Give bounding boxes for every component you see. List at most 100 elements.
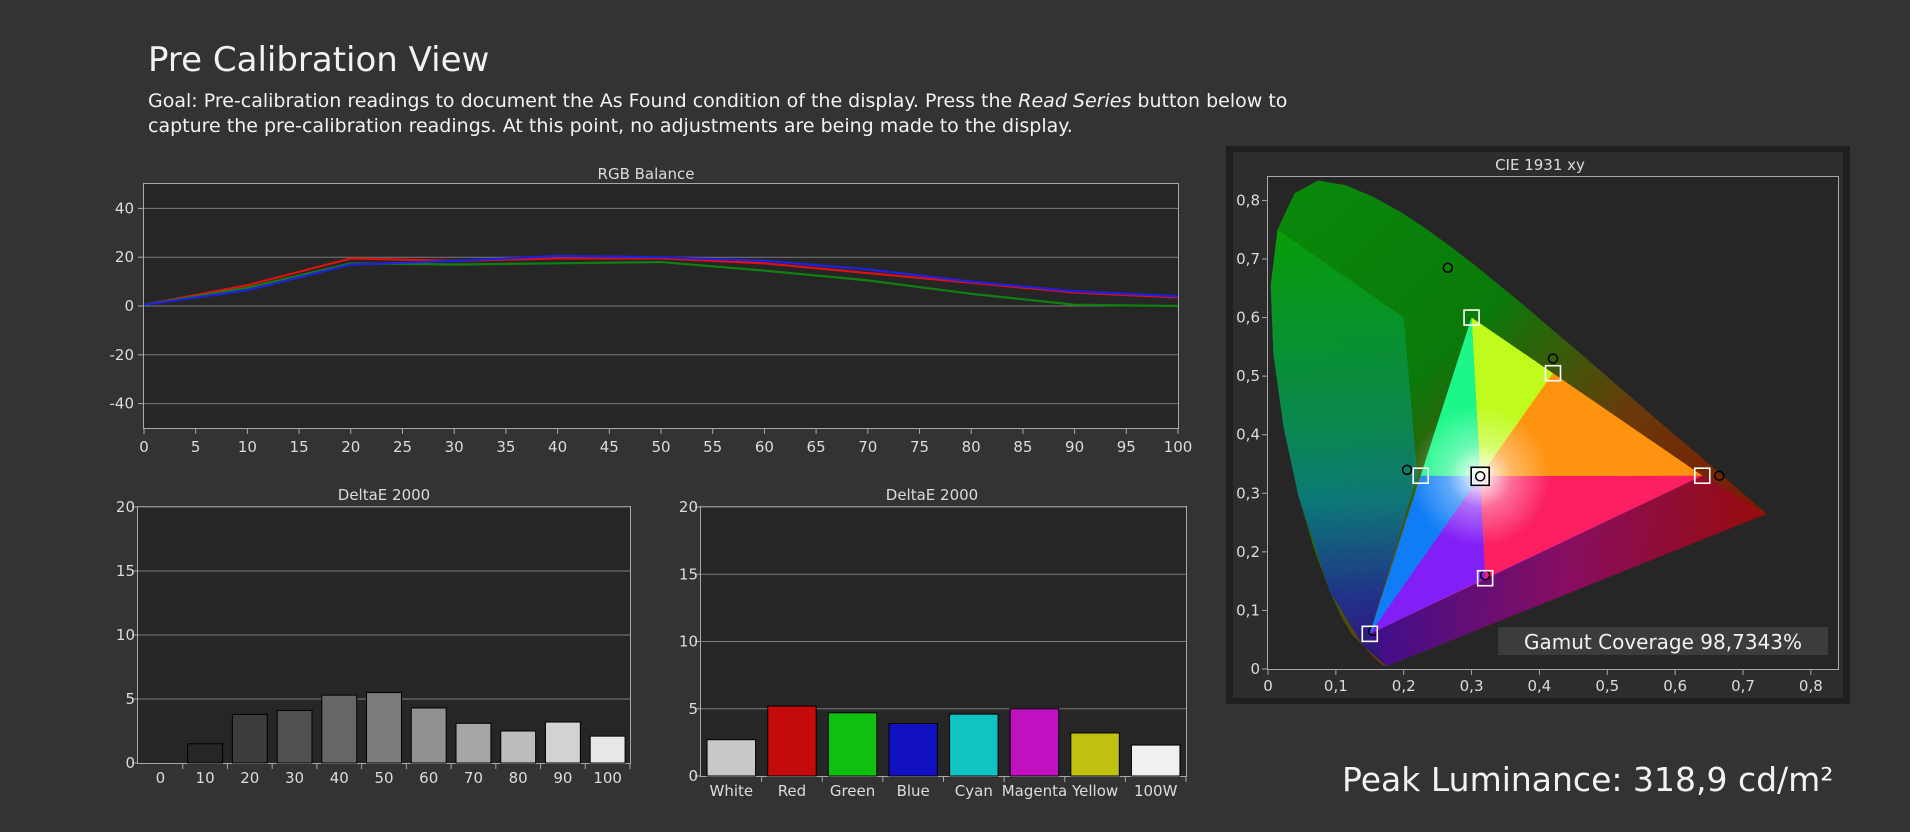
- rgb-x-tick-label: 60: [755, 438, 774, 456]
- rgb-series-line-2: [143, 254, 1179, 306]
- cie-target-square: [1412, 467, 1429, 485]
- rgb-x-tick-label: 90: [1065, 438, 1084, 456]
- grayscale-x-tick-label: 40: [330, 769, 349, 787]
- rgb-x-tick-label: 35: [496, 438, 515, 456]
- color-y-ticks: 0 5 10 15 20: [679, 498, 701, 785]
- color-x-tick-label: White: [710, 782, 754, 800]
- color-bar: [1070, 732, 1120, 777]
- grayscale-bar: [544, 721, 581, 764]
- color-deltae-chart: DeltaE 2000 0 5 10 15 20 White Red Green Blue Cy…: [679, 486, 1187, 800]
- color-bar: [706, 739, 757, 777]
- cie-target-square: [1361, 625, 1379, 643]
- rgb-y-tick-label: 20: [115, 248, 134, 266]
- cie-measured-point: [1442, 262, 1454, 274]
- rgb-x-tick-label: 15: [290, 438, 309, 456]
- cie-measured-point: [1401, 464, 1413, 476]
- cie-y-tick-label: 0,5: [1236, 367, 1260, 385]
- rgb-y-tick-label: 0: [124, 297, 134, 315]
- rgb-y-tick-label: 40: [115, 199, 134, 217]
- cie-x-tick-label: 0,5: [1595, 677, 1619, 695]
- cie-target-square: [1544, 364, 1562, 382]
- cie-horseshoe: [1270, 180, 1767, 667]
- grayscale-deltae-title: DeltaE 2000: [338, 486, 430, 504]
- cie-1931-chart: CIE 1931 xy 0 0,1 0,2 0,3 0,4 0,5 0,6 0,7 0,8 0 0…: [1226, 146, 1850, 704]
- rgb-x-tick-label: 85: [1013, 438, 1032, 456]
- grayscale-x-tick-label: 10: [196, 769, 215, 787]
- rgb-series-line-0: [143, 257, 1179, 306]
- peak-luminance: Peak Luminance: 318,9 cd/m²: [1342, 760, 1834, 799]
- color-y-tick-label: 10: [679, 633, 698, 651]
- cie-y-tick-label: 0,3: [1236, 484, 1260, 502]
- cie-measured-point: [1547, 353, 1559, 364]
- cie-target-square: [1463, 309, 1480, 326]
- rgb-x-tick-label: 25: [393, 438, 412, 456]
- grayscale-x-tick-label: 50: [374, 769, 393, 787]
- page-title: Pre Calibration View: [148, 40, 490, 80]
- grayscale-x-tick-label: 100: [593, 769, 622, 787]
- rgb-x-tick-label: 80: [962, 438, 981, 456]
- color-x-tick-label: Red: [778, 782, 807, 800]
- cie-target-square: [1476, 569, 1494, 587]
- rgb-x-tick-label: 95: [1117, 438, 1136, 456]
- rgb-x-tick-label: 0: [139, 438, 149, 456]
- cie-y-tick-label: 0,6: [1236, 309, 1260, 327]
- grayscale-x-tick-label: 70: [464, 769, 483, 787]
- color-y-tick-label: 15: [679, 565, 698, 583]
- cie-y-tick-label: 0,1: [1236, 601, 1260, 619]
- cie-markers: [1361, 262, 1725, 643]
- grayscale-bar: [589, 735, 626, 764]
- cie-x-tick-label: 0,3: [1460, 677, 1484, 695]
- cie-y-tick-label: 0: [1250, 660, 1260, 678]
- rgb-x-tick-label: 20: [341, 438, 360, 456]
- grayscale-x-tick-label: 30: [285, 769, 304, 787]
- rgb-lines: [143, 254, 1179, 308]
- color-y-tick-label: 20: [679, 498, 698, 516]
- color-x-tick-label: Magenta: [1002, 782, 1067, 800]
- cie-y-tick-label: 0,2: [1236, 543, 1260, 561]
- goal-text-suffix: button below to capture the pre-calibrat…: [148, 90, 1288, 137]
- goal-text-prefix: Goal: Pre-calibration readings to docume…: [148, 90, 1019, 112]
- color-bar: [888, 723, 938, 777]
- color-x-tick-label: 100W: [1134, 782, 1178, 800]
- grayscale-y-tick-label: 20: [116, 498, 135, 516]
- cie-title: CIE 1931 xy: [1495, 156, 1585, 174]
- grayscale-bars: [187, 692, 626, 764]
- rgb-x-tick-label: 75: [910, 438, 929, 456]
- cie-whitepoint-square: [1470, 466, 1490, 487]
- cie-y-tick-label: 0,7: [1236, 250, 1260, 268]
- grayscale-y-tick-label: 5: [125, 690, 135, 708]
- grayscale-y-ticks: 0 5 10 15 20: [116, 498, 138, 772]
- cie-target-square: [1693, 467, 1711, 485]
- rgb-x-tick-label: 65: [807, 438, 826, 456]
- grayscale-deltae-chart: DeltaE 2000 0 5 10 15 20 0 10 20 30 40 50 60 70 80 90…: [116, 486, 631, 787]
- rgb-x-tick-label: 45: [600, 438, 619, 456]
- gamut-coverage-label: Gamut Coverage 98,7343%: [1524, 630, 1802, 654]
- cie-y-ticks: 0 0,1 0,2 0,3 0,4 0,5 0,6 0,7 0,8: [1236, 191, 1268, 678]
- color-bars: [706, 705, 1181, 777]
- color-x-tick-label: Green: [830, 782, 875, 800]
- rgb-x-tick-label: 50: [651, 438, 670, 456]
- color-y-tick-label: 5: [688, 700, 698, 718]
- grayscale-bar: [366, 692, 402, 764]
- cie-x-tick-label: 0,8: [1799, 677, 1823, 695]
- grayscale-x-tick-label: 90: [553, 769, 572, 787]
- rgb-x-tick-label: 5: [191, 438, 201, 456]
- grayscale-y-tick-label: 15: [116, 562, 135, 580]
- color-x-tick-label: Cyan: [955, 782, 993, 800]
- color-x-ticks: White Red Green Blue Cyan Magenta Yellow 100W: [710, 776, 1187, 800]
- cie-x-ticks: 0 0,1 0,2 0,3 0,4 0,5 0,6 0,7 0,8: [1263, 669, 1823, 695]
- cie-measured-point: [1474, 471, 1486, 482]
- rgb-x-tick-label: 100: [1164, 438, 1193, 456]
- grayscale-bar: [500, 730, 537, 764]
- cie-y-tick-label: 0,4: [1236, 426, 1260, 444]
- grayscale-x-tick-label: 80: [509, 769, 528, 787]
- rgb-x-ticks: 0 5 10 15 20 25 30 35 40 45 50 55 60 65 70 75 80 85 90 95 10…: [139, 428, 1192, 456]
- cie-x-tick-label: 0,2: [1392, 677, 1416, 695]
- cie-x-tick-label: 0,4: [1527, 677, 1551, 695]
- rgb-balance-title: RGB Balance: [598, 165, 695, 183]
- cie-x-tick-label: 0: [1263, 677, 1273, 695]
- rgb-y-ticks: 40 20 0 -20 -40: [110, 199, 144, 413]
- rgb-x-tick-label: 40: [548, 438, 567, 456]
- read-series-emphasis: Read Series: [1018, 90, 1132, 112]
